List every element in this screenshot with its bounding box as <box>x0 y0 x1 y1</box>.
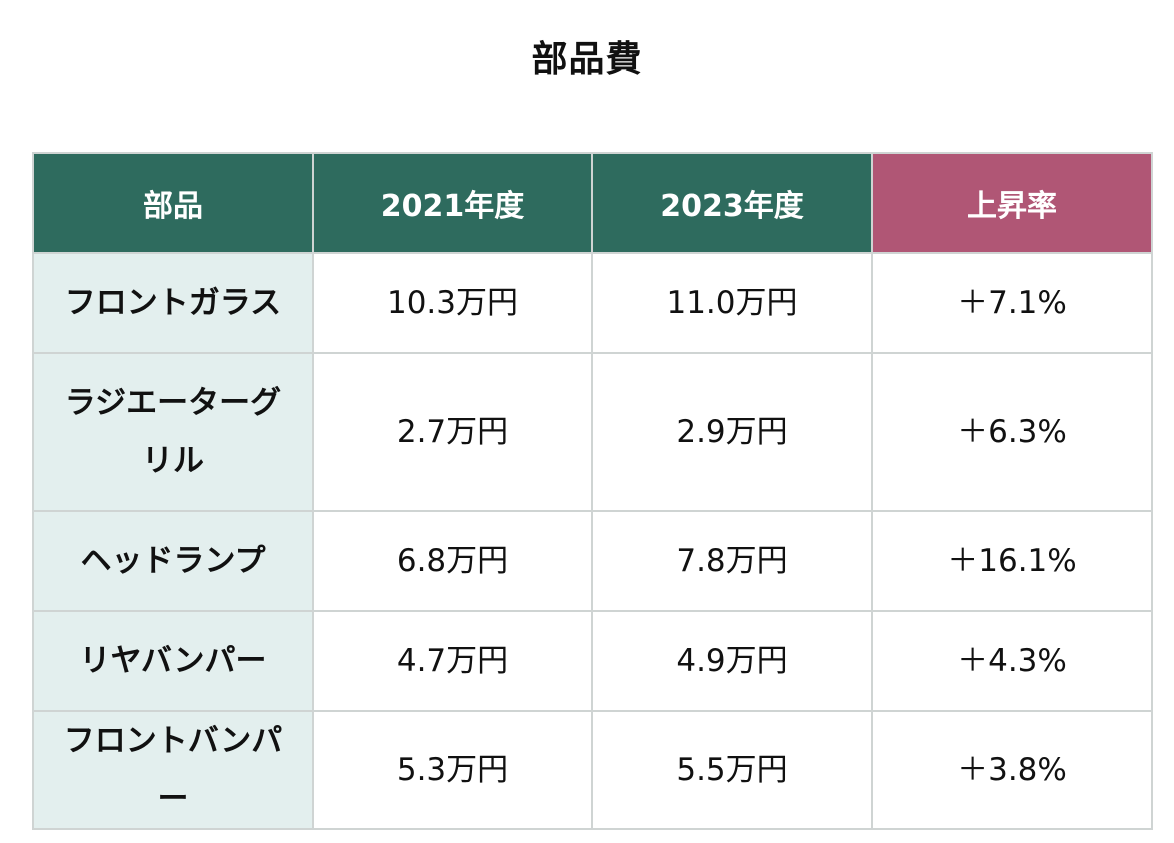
increase-rate: ＋4.3% <box>871 610 1153 712</box>
header-rate: 上昇率 <box>871 152 1153 254</box>
page-title: 部品費 <box>531 39 643 80</box>
table-row: フロントガラス 10.3万円 11.0万円 ＋7.1% <box>32 252 1153 354</box>
cost-2023: 7.8万円 <box>591 510 873 612</box>
increase-rate: ＋7.1% <box>871 252 1153 354</box>
part-name: ラジエーターグリル <box>32 352 314 512</box>
increase-rate: ＋6.3% <box>871 352 1153 512</box>
cost-2023: 2.9万円 <box>591 352 873 512</box>
part-name: フロントガラス <box>32 252 314 354</box>
cost-2021: 4.7万円 <box>312 610 593 712</box>
increase-rate: ＋16.1% <box>871 510 1153 612</box>
cost-2021: 6.8万円 <box>312 510 593 612</box>
header-part: 部品 <box>32 152 314 254</box>
table-row: リヤバンパー 4.7万円 4.9万円 ＋4.3% <box>32 610 1153 712</box>
table-row: フロントバンパー 5.3万円 5.5万円 ＋3.8% <box>32 710 1153 830</box>
cost-2021: 2.7万円 <box>312 352 593 512</box>
table-header-row: 部品 2021年度 2023年度 上昇率 <box>32 152 1153 254</box>
parts-cost-table: 部品 2021年度 2023年度 上昇率 フロントガラス 10.3万円 11.0… <box>32 152 1153 830</box>
cost-2021: 10.3万円 <box>312 252 593 354</box>
cost-2021: 5.3万円 <box>312 710 593 830</box>
cost-2023: 4.9万円 <box>591 610 873 712</box>
header-2021: 2021年度 <box>312 152 593 254</box>
cost-2023: 11.0万円 <box>591 252 873 354</box>
part-name: ヘッドランプ <box>32 510 314 612</box>
increase-rate: ＋3.8% <box>871 710 1153 830</box>
table-row: ラジエーターグリル 2.7万円 2.9万円 ＋6.3% <box>32 352 1153 512</box>
part-name: フロントバンパー <box>32 710 314 830</box>
cost-2023: 5.5万円 <box>591 710 873 830</box>
header-2023: 2023年度 <box>591 152 873 254</box>
part-name: リヤバンパー <box>32 610 314 712</box>
table-row: ヘッドランプ 6.8万円 7.8万円 ＋16.1% <box>32 510 1153 612</box>
